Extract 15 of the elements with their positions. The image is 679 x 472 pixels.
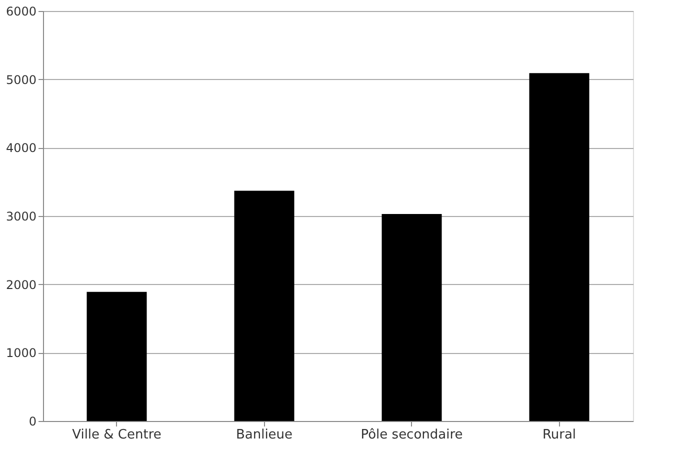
y-tick-label: 5000 bbox=[6, 72, 36, 87]
x-tick-label: Ville & Centre bbox=[72, 428, 162, 442]
y-tick-label: 4000 bbox=[6, 141, 36, 156]
y-tick-label: 3000 bbox=[6, 210, 36, 224]
bar bbox=[234, 190, 294, 421]
y-tick-label: 1000 bbox=[6, 346, 36, 360]
y-tick-label: 6000 bbox=[6, 4, 36, 18]
x-tick-label: Pôle secondaire bbox=[360, 428, 463, 442]
bar bbox=[86, 292, 147, 421]
y-tick-label: 2000 bbox=[6, 278, 36, 292]
bar bbox=[382, 214, 442, 421]
y-tick-label: 0 bbox=[28, 414, 36, 428]
bar bbox=[529, 73, 590, 421]
x-tick-label: Rural bbox=[542, 428, 576, 442]
x-tick-label: Banlieue bbox=[236, 428, 293, 442]
